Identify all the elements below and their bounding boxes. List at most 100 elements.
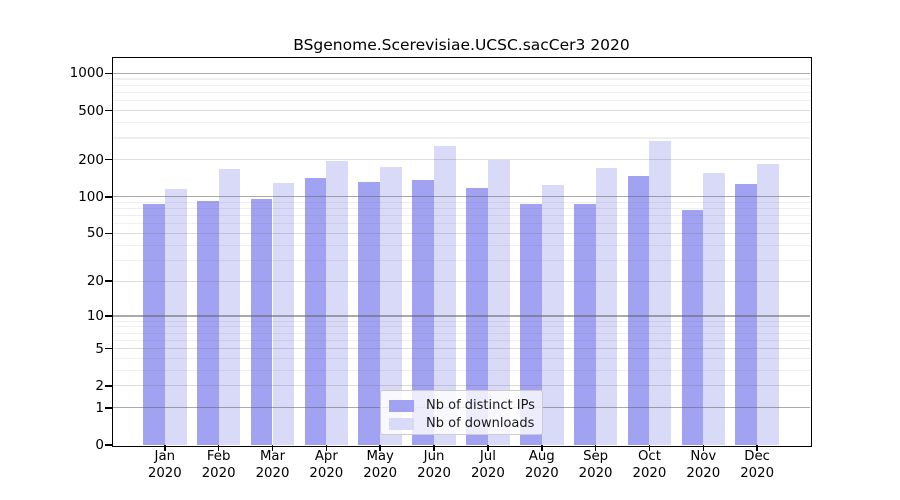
- gridline-6: [113, 339, 810, 341]
- bar-mar-distinct-ips: [250, 198, 273, 445]
- gridline-300: [113, 137, 810, 139]
- x-tick-label-mar: Mar 2020: [255, 449, 290, 481]
- legend: Nb of distinct IPs Nb of downloads: [380, 390, 543, 435]
- gridline-800: [113, 84, 810, 86]
- gridline-100: [113, 196, 810, 198]
- y-tick-mark: [105, 195, 113, 198]
- x-tick-mark: [594, 445, 597, 451]
- bar-aug-distinct-ips: [519, 204, 542, 445]
- x-tick-mark: [271, 445, 274, 451]
- x-tick-label-nov: Nov 2020: [686, 449, 721, 481]
- y-tick-mark: [105, 444, 113, 446]
- x-tick-label-dec: Dec 2020: [740, 449, 775, 481]
- x-tick-label-sep: Sep 2020: [578, 449, 613, 481]
- bar-oct-downloads: [649, 141, 672, 445]
- y-tick-label-50: 50: [86, 225, 104, 242]
- bar-aug-downloads: [541, 185, 564, 445]
- legend-entry-downloads: Nb of downloads: [389, 415, 542, 432]
- gridline-700: [113, 91, 810, 94]
- y-tick-mark: [105, 232, 113, 235]
- bar-nov-downloads: [703, 172, 726, 445]
- bar-dec-downloads: [757, 163, 779, 445]
- bar-dec-distinct-ips: [735, 184, 758, 445]
- x-tick-mark: [756, 445, 758, 451]
- bar-jan-distinct-ips: [143, 203, 165, 445]
- legend-swatch-distinct-ips: [389, 399, 414, 412]
- gridline-40: [113, 244, 810, 246]
- plot-area: [113, 58, 810, 445]
- bar-feb-distinct-ips: [196, 200, 219, 445]
- gridline-80: [113, 207, 810, 210]
- y-tick-label-200: 200: [78, 151, 104, 168]
- x-tick-mark: [487, 445, 489, 451]
- bar-jun-distinct-ips: [412, 180, 435, 445]
- x-tick-label-feb: Feb 2020: [201, 449, 236, 481]
- x-tick-label-may: May 2020: [363, 449, 398, 481]
- gridline-2: [113, 385, 810, 387]
- gridline-3: [113, 369, 810, 371]
- y-tick-mark: [105, 158, 113, 161]
- y-tick-label-100: 100: [78, 188, 104, 205]
- y-tick-mark: [105, 385, 113, 387]
- bar-mar-downloads: [272, 182, 295, 445]
- bar-sep-downloads: [595, 167, 618, 445]
- bar-apr-distinct-ips: [304, 178, 327, 445]
- y-tick-mark: [105, 109, 113, 112]
- gridline-60: [113, 223, 810, 225]
- y-tick-mark: [105, 280, 113, 282]
- bar-feb-downloads: [218, 169, 241, 445]
- bar-sep-distinct-ips: [573, 204, 596, 445]
- x-tick-mark: [702, 445, 705, 451]
- bar-may-downloads: [380, 167, 402, 445]
- gridline-9: [113, 320, 810, 322]
- y-tick-mark: [105, 406, 113, 409]
- gridline-200: [113, 159, 810, 161]
- x-tick-mark: [433, 445, 435, 451]
- x-tick-label-oct: Oct 2020: [632, 449, 667, 481]
- gridline-500: [113, 109, 810, 112]
- y-tick-label-1000: 1000: [69, 65, 104, 82]
- x-tick-mark: [164, 445, 166, 451]
- x-tick-label-jul: Jul 2020: [470, 449, 505, 481]
- bar-jun-downloads: [434, 145, 456, 445]
- legend-entry-distinct-ips: Nb of distinct IPs: [389, 397, 542, 414]
- y-tick-label-10: 10: [86, 308, 104, 324]
- legend-label-downloads: Nb of downloads: [426, 416, 535, 431]
- bar-jan-downloads: [164, 189, 187, 445]
- x-tick-label-jan: Jan 2020: [147, 449, 182, 481]
- y-tick-label-20: 20: [86, 273, 104, 290]
- bar-jul-downloads: [487, 159, 510, 445]
- gridline-10: [113, 315, 810, 317]
- y-tick-mark: [105, 347, 113, 350]
- y-tick-mark: [105, 72, 113, 75]
- legend-swatch-downloads: [389, 417, 414, 430]
- gridline-50: [113, 232, 810, 235]
- y-tick-label-500: 500: [78, 102, 104, 119]
- gridline-30: [113, 259, 810, 261]
- x-tick-mark: [540, 445, 543, 451]
- gridline-600: [113, 100, 810, 102]
- y-tick-label-1: 1: [95, 399, 104, 416]
- bar-apr-downloads: [326, 160, 349, 445]
- gridline-400: [113, 121, 810, 124]
- bar-jul-distinct-ips: [466, 188, 488, 445]
- gridline-8: [113, 326, 810, 328]
- legend-label-distinct-ips: Nb of distinct IPs: [426, 398, 535, 413]
- gridline-90: [113, 201, 810, 203]
- gridline-5: [113, 348, 810, 350]
- gridline-900: [113, 78, 810, 80]
- x-tick-mark: [379, 445, 381, 451]
- chart-title: BSgenome.Scerevisiae.UCSC.sacCer3 2020: [293, 36, 630, 54]
- gridline-20: [113, 280, 810, 282]
- x-tick-mark: [325, 445, 328, 451]
- x-tick-label-jun: Jun 2020: [417, 449, 451, 481]
- gridline-70: [113, 215, 810, 217]
- y-tick-mark: [105, 315, 113, 317]
- gridline-4: [113, 357, 810, 359]
- gridline-7: [113, 332, 810, 334]
- bar-oct-distinct-ips: [627, 176, 650, 445]
- y-tick-label-0: 0: [95, 437, 104, 453]
- x-tick-label-apr: Apr 2020: [309, 449, 344, 481]
- bar-may-distinct-ips: [358, 181, 381, 445]
